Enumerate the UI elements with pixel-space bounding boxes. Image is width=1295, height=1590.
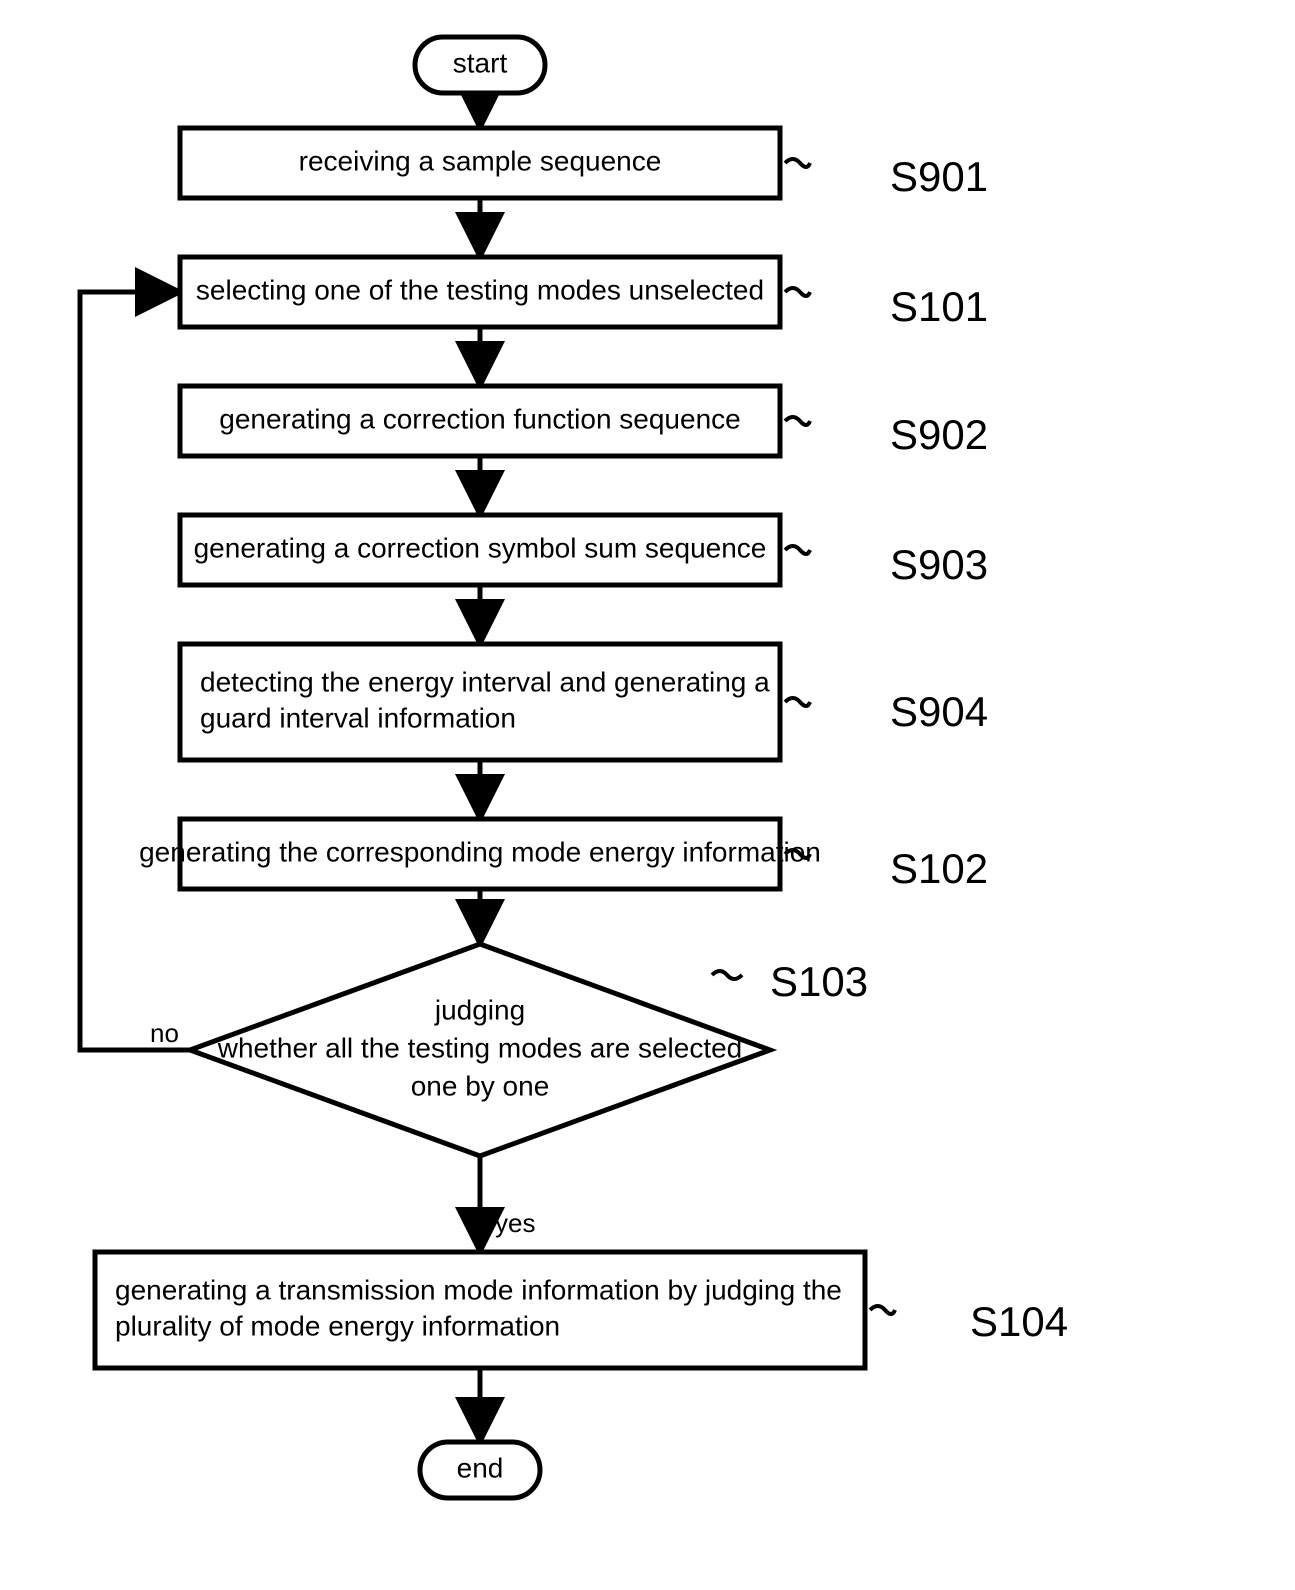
s904-step-label: S904	[890, 688, 988, 735]
s904-text-line-1: guard interval information	[200, 702, 516, 733]
s101-text: selecting one of the testing modes unsel…	[196, 274, 764, 305]
s102-text: generating the corresponding mode energy…	[139, 836, 821, 867]
s904-text-line-0: detecting the energy interval and genera…	[200, 666, 770, 697]
node-s101: selecting one of the testing modes unsel…	[180, 257, 780, 327]
s104-text-line-1: plurality of mode energy information	[115, 1310, 560, 1341]
s903-text: generating a correction symbol sum seque…	[194, 532, 767, 563]
node-s103: judging whether all the testing modes are…	[190, 944, 770, 1156]
node-s904: detecting the energy interval and genera…	[180, 644, 780, 760]
s901-text: receiving a sample sequence	[299, 145, 662, 176]
s103-step-label: S103	[770, 958, 868, 1005]
edge-label-yes: yes	[495, 1208, 535, 1238]
s903-step-label: S903	[890, 541, 988, 588]
s103-text-line-0: judging	[434, 994, 525, 1025]
flowchart-diagram: yes no start receiving a sample sequence se…	[0, 0, 1295, 1590]
node-s902: generating a correction function sequenc…	[180, 386, 780, 456]
start-label: start	[453, 47, 508, 78]
s104-step-label: S104	[970, 1298, 1068, 1345]
node-s102: generating the corresponding mode energy…	[139, 819, 821, 889]
s901-step-label: S901	[890, 153, 988, 200]
s104-text-line-0: generating a transmission mode informati…	[115, 1274, 842, 1305]
node-start: start	[415, 37, 545, 93]
s902-text: generating a correction function sequenc…	[219, 403, 740, 434]
s103-text-line-1: whether all the testing modes are select…	[217, 1032, 743, 1063]
s902-step-label: S902	[890, 411, 988, 458]
edge-label-no: no	[150, 1018, 179, 1048]
node-end: end	[420, 1442, 540, 1498]
node-s901: receiving a sample sequence	[180, 128, 780, 198]
s102-step-label: S102	[890, 845, 988, 892]
end-label: end	[457, 1452, 504, 1483]
node-s104: generating a transmission mode informati…	[95, 1252, 865, 1368]
s101-step-label: S101	[890, 283, 988, 330]
node-s903: generating a correction symbol sum seque…	[180, 515, 780, 585]
s103-text-line-2: one by one	[411, 1070, 550, 1101]
